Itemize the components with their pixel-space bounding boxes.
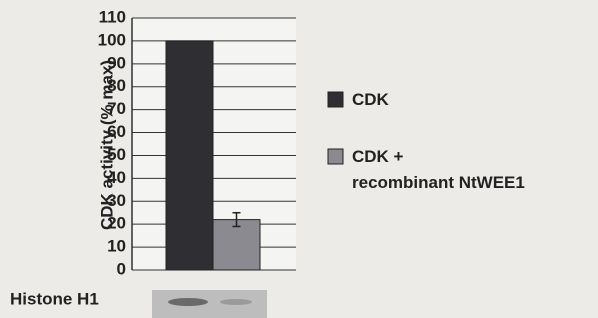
y-tick-label: 10 (107, 237, 126, 256)
legend-label: CDK (352, 87, 389, 113)
y-tick-label: 90 (107, 53, 126, 72)
y-tick-label: 100 (98, 30, 126, 49)
y-tick-label: 30 (107, 191, 126, 210)
y-tick-label: 60 (107, 122, 126, 141)
y-tick-label: 20 (107, 214, 126, 233)
legend-swatch (328, 149, 343, 164)
legend-swatch (328, 92, 343, 107)
legend-label: CDK + recombinant NtWEE1 (352, 144, 525, 196)
page: CDK activity (% max) Histone H1 01020304… (0, 0, 598, 318)
y-tick-label: 40 (107, 168, 126, 187)
y-tick-label: 0 (117, 259, 126, 278)
y-tick-label: 50 (107, 145, 126, 164)
y-tick-label: 70 (107, 99, 126, 118)
blot-label: Histone H1 (10, 289, 99, 308)
bar (166, 41, 213, 270)
blot-image (152, 290, 267, 318)
y-tick-label: 80 (107, 76, 126, 95)
y-tick-label: 110 (99, 7, 126, 26)
